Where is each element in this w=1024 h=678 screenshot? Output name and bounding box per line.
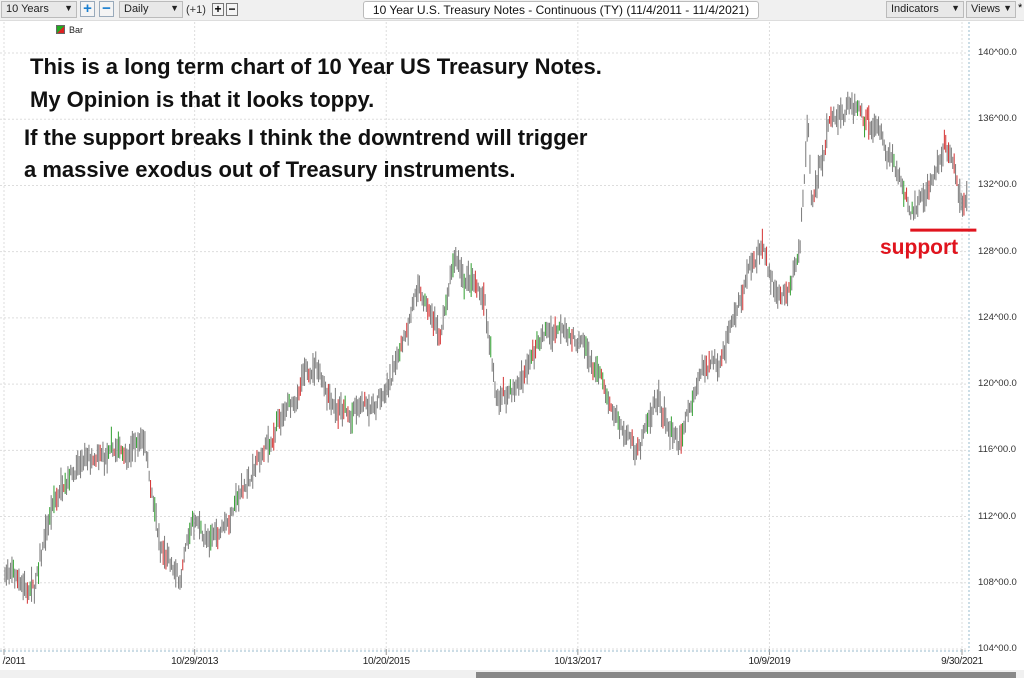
x-tick-label: 10/13/2017 bbox=[554, 656, 602, 667]
y-tick-label: 112^00.0 bbox=[978, 510, 1017, 522]
interval-select[interactable]: Daily ▼ bbox=[119, 1, 183, 18]
views-button[interactable]: Views ▼ bbox=[966, 1, 1016, 18]
legend: Bar bbox=[56, 25, 83, 35]
x-tick-label: /2011 bbox=[2, 656, 26, 667]
indicators-button[interactable]: Indicators ▼ bbox=[886, 1, 964, 18]
offset-plus-button[interactable]: + bbox=[212, 3, 224, 16]
bar-swatch-icon bbox=[56, 25, 65, 34]
star-marker: * bbox=[1018, 2, 1023, 14]
y-tick-label: 116^00.0 bbox=[978, 444, 1017, 456]
horizontal-scrollbar[interactable] bbox=[0, 670, 1024, 678]
zoom-in-button[interactable]: + bbox=[80, 1, 95, 17]
y-tick-label: 128^00.0 bbox=[978, 245, 1017, 257]
chevron-down-icon: ▼ bbox=[1003, 3, 1012, 13]
offset-label: (+1) bbox=[186, 4, 206, 16]
x-tick-label: 9/30/2021 bbox=[941, 656, 983, 667]
y-tick-label: 120^00.0 bbox=[978, 378, 1017, 390]
y-tick-label: 104^00.0 bbox=[978, 643, 1017, 654]
x-tick-label: 10/29/2013 bbox=[171, 656, 219, 667]
toolbar: 10 Years ▼ + − Daily ▼ (+1) + − 10 Year U.… bbox=[0, 0, 1024, 21]
chevron-down-icon: ▼ bbox=[170, 3, 179, 13]
views-label: Views bbox=[971, 3, 1001, 15]
y-tick-label: 132^00.0 bbox=[978, 179, 1017, 191]
zoom-out-button[interactable]: − bbox=[99, 1, 114, 17]
period-value: 10 Years bbox=[6, 3, 49, 15]
scrollbar-thumb[interactable] bbox=[476, 672, 1016, 678]
chart-title[interactable]: 10 Year U.S. Treasury Notes - Continuous… bbox=[363, 1, 759, 19]
indicators-label: Indicators bbox=[891, 3, 939, 15]
y-tick-label: 136^00.0 bbox=[978, 113, 1017, 125]
interval-value: Daily bbox=[124, 3, 149, 15]
chevron-down-icon: ▼ bbox=[64, 3, 73, 13]
x-tick-label: 10/20/2015 bbox=[362, 656, 410, 667]
offset-minus-button[interactable]: − bbox=[226, 3, 238, 16]
chevron-down-icon: ▼ bbox=[951, 3, 960, 13]
legend-label: Bar bbox=[69, 25, 84, 35]
period-select[interactable]: 10 Years ▼ bbox=[1, 1, 77, 18]
x-tick-label: 10/9/2019 bbox=[748, 656, 791, 667]
y-tick-label: 108^00.0 bbox=[978, 576, 1017, 588]
y-tick-label: 124^00.0 bbox=[978, 311, 1017, 323]
annotation-line-2: My Opinion is that it looks toppy. bbox=[30, 87, 375, 112]
annotation-line-3: If the support breaks I think the downtr… bbox=[24, 125, 588, 150]
y-tick-label: 140^00.0 bbox=[978, 47, 1017, 58]
support-label: support bbox=[880, 236, 959, 259]
annotation-line-1: This is a long term chart of 10 Year US … bbox=[30, 54, 602, 79]
annotation-line-4: a massive exodus out of Treasury instrum… bbox=[24, 157, 516, 182]
